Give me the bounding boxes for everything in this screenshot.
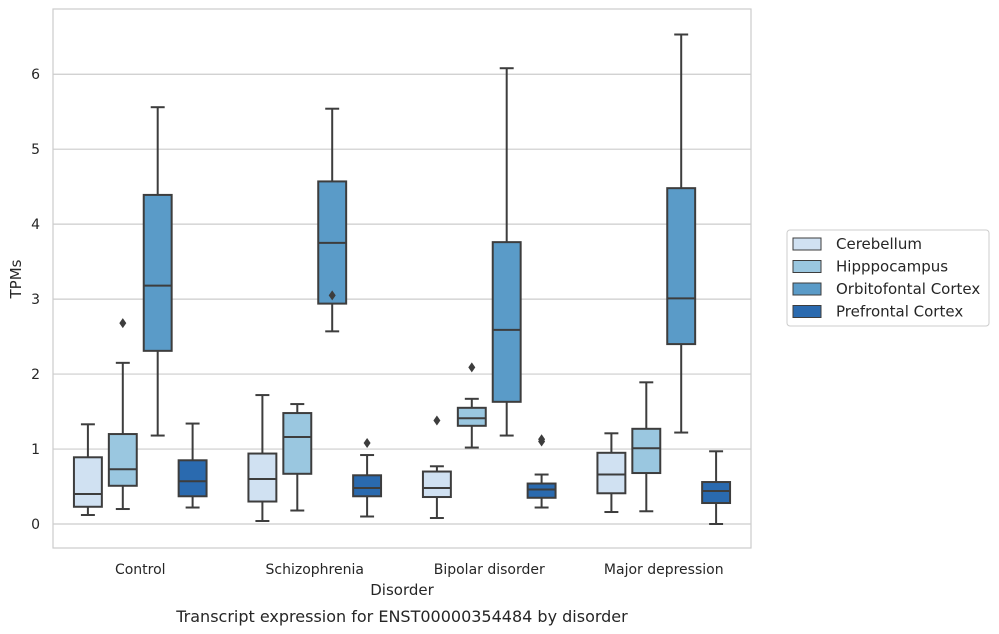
box xyxy=(247,452,278,503)
outlier-point xyxy=(363,438,371,449)
outlier-point xyxy=(328,290,336,301)
y-tick-label: 1 xyxy=(31,442,40,458)
box xyxy=(352,474,383,498)
box xyxy=(701,481,732,505)
box-plot xyxy=(142,106,173,437)
plot-frame xyxy=(52,8,752,549)
legend-label: Hipppocampus xyxy=(836,258,948,276)
box xyxy=(282,412,313,475)
outlier-point xyxy=(538,434,546,445)
legend-swatch xyxy=(792,282,822,296)
box xyxy=(666,187,697,346)
box xyxy=(142,193,173,352)
x-tick-label: Control xyxy=(115,562,166,578)
box-plot xyxy=(317,107,348,333)
figure-caption: Transcript expression for ENST0000035448… xyxy=(175,607,628,626)
x-tick-label: Major depression xyxy=(604,562,724,578)
y-tick-label: 2 xyxy=(31,367,40,383)
y-tick-labels: 0 1 2 3 4 5 6 xyxy=(31,67,40,533)
x-axis-title: Disorder xyxy=(370,581,434,599)
legend-swatch xyxy=(792,305,822,318)
box xyxy=(421,470,452,499)
box-plot xyxy=(282,403,313,512)
y-tick-label: 6 xyxy=(31,67,40,83)
legend-swatch xyxy=(792,260,822,273)
box-plot xyxy=(247,394,278,523)
y-tick-label: 3 xyxy=(31,292,40,308)
box-plot xyxy=(701,450,732,526)
box xyxy=(631,427,662,475)
box xyxy=(456,406,487,427)
outlier-point xyxy=(468,362,476,373)
legend-frame xyxy=(786,229,990,327)
box xyxy=(491,241,522,403)
box xyxy=(177,459,208,498)
y-tick-label: 5 xyxy=(31,142,40,158)
legend-label: Cerebellum xyxy=(836,235,922,253)
box-plot xyxy=(631,381,662,513)
x-tick-label: Schizophrenia xyxy=(266,562,364,578)
box-plot xyxy=(456,362,487,449)
y-tick-label: 0 xyxy=(31,517,40,533)
box-plot xyxy=(666,33,697,434)
box xyxy=(72,456,103,508)
box-plot xyxy=(526,434,557,509)
box xyxy=(596,451,627,495)
box xyxy=(107,433,138,487)
legend: Cerebellum Hipppocampus Orbitofontal Corte… xyxy=(786,229,990,327)
box-plot xyxy=(596,432,627,514)
box-plot xyxy=(107,318,138,511)
box xyxy=(526,482,557,499)
y-axis-title: TPMs xyxy=(7,259,25,299)
legend-label: Orbitofontal Cortex xyxy=(836,280,980,298)
box-plots xyxy=(72,33,732,526)
x-tick-labels: Control Schizophrenia Bipolar disorder Majo… xyxy=(115,562,724,578)
box-plot xyxy=(177,422,208,509)
box-plot xyxy=(352,438,383,518)
legend-swatch xyxy=(792,237,822,251)
box-plot xyxy=(72,423,103,517)
box-plot xyxy=(491,67,522,437)
x-tick-label: Bipolar disorder xyxy=(434,562,545,578)
box-plot xyxy=(421,415,452,520)
outlier-point xyxy=(119,318,127,329)
legend-label: Prefrontal Cortex xyxy=(836,303,963,321)
y-tick-label: 4 xyxy=(31,217,40,233)
outlier-point xyxy=(433,415,441,426)
